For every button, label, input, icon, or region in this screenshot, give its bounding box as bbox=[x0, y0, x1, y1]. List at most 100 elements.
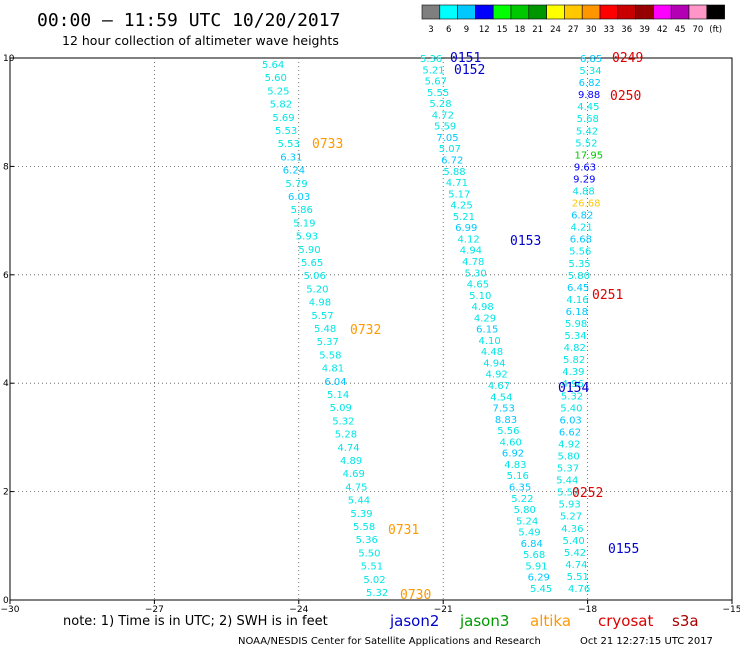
scale-swatch bbox=[635, 4, 654, 20]
wave-height-value: 4.74 bbox=[337, 443, 359, 454]
wave-height-value: 4.74 bbox=[565, 560, 587, 571]
wave-height-value: 5.27 bbox=[560, 512, 582, 523]
wave-height-value: 5.42 bbox=[576, 126, 598, 137]
legend-jason3: jason3 bbox=[459, 612, 509, 630]
scale-swatch bbox=[688, 4, 708, 20]
wave-height-value: 5.68 bbox=[523, 550, 545, 561]
wave-height-value: 6.15 bbox=[476, 325, 498, 336]
wave-height-value: 4.67 bbox=[488, 381, 510, 392]
wave-height-value: 5.14 bbox=[327, 390, 349, 401]
wave-height-value: 4.88 bbox=[573, 187, 595, 198]
wave-height-value: 4.81 bbox=[322, 364, 344, 375]
wave-height-value: 6.35 bbox=[509, 483, 531, 494]
wave-height-value: 4.78 bbox=[462, 257, 484, 268]
wave-height-value: 6.03 bbox=[288, 192, 310, 203]
wave-height-value: 5.21 bbox=[422, 65, 444, 76]
wave-height-value: 5.93 bbox=[558, 500, 580, 511]
scale-label: 70 bbox=[692, 25, 703, 35]
scale-label: 18 bbox=[514, 25, 525, 35]
pass-time-label: 0251 bbox=[592, 288, 623, 303]
wave-height-value: 5.07 bbox=[439, 144, 461, 155]
wave-height-value: 5.58 bbox=[353, 522, 375, 533]
scale-label: 21 bbox=[532, 25, 543, 35]
wave-height-value: 5.22 bbox=[511, 494, 533, 505]
legend-cryosat: cryosat bbox=[598, 612, 653, 630]
wave-height-value: 4.94 bbox=[483, 358, 505, 369]
scale-label: (ft) bbox=[709, 25, 722, 35]
x-tick-label: −27 bbox=[145, 605, 164, 615]
wave-height-value: 6.72 bbox=[441, 155, 463, 166]
wave-height-value: 5.35 bbox=[568, 259, 590, 270]
wave-height-value: 5.16 bbox=[507, 471, 529, 482]
footer-timestamp: Oct 21 12:27:15 UTC 2017 bbox=[580, 636, 713, 647]
scale-label: 24 bbox=[550, 25, 561, 35]
wave-height-value: 5.34 bbox=[579, 66, 601, 77]
wave-height-value: 5.50 bbox=[358, 548, 380, 559]
scale-label: 45 bbox=[675, 25, 686, 35]
wave-height-value: 4.36 bbox=[561, 524, 583, 535]
wave-height-value: 5.40 bbox=[563, 536, 585, 547]
wave-height-value: 5.57 bbox=[557, 488, 579, 499]
wave-height-value: 5.25 bbox=[267, 86, 289, 97]
wave-height-value: 6.45 bbox=[567, 283, 589, 294]
wave-height-value: 7.53 bbox=[493, 404, 515, 415]
wave-height-value: 5.34 bbox=[564, 331, 586, 342]
wave-height-value: 5.69 bbox=[272, 113, 294, 124]
pass-time-label: 0154 bbox=[558, 381, 589, 396]
wave-height-value: 6.84 bbox=[521, 539, 543, 550]
legend-altika: altika bbox=[530, 612, 571, 630]
wave-height-value: 5.59 bbox=[434, 122, 456, 133]
plot-area: −30 −27 −24 −21 −18 −15 0 2 4 6 8 10 5.64 5.60 5.25 5.8… bbox=[1, 51, 740, 615]
pass-time-label: 0730 bbox=[400, 588, 431, 603]
track-altika: 5.64 5.60 5.25 5.82 5.69 5.53 5.53 6.31 6.24 5.79… bbox=[262, 60, 388, 599]
scale-label: 39 bbox=[639, 25, 650, 35]
scale-label: 42 bbox=[657, 25, 668, 35]
scale-swatch bbox=[528, 4, 547, 20]
wave-height-value: 6.82 bbox=[579, 78, 601, 89]
wave-height-value: 5.42 bbox=[564, 548, 586, 559]
y-tick-label: 0 bbox=[3, 596, 9, 606]
scale-swatch bbox=[492, 4, 512, 20]
wave-height-value: 5.56 bbox=[497, 426, 519, 437]
scale-swatch bbox=[475, 4, 494, 20]
color-scale: 3 6 9 12 15 18 21 24 27 30 33 36 39 42 45 70 (ft) bbox=[421, 4, 725, 35]
pass-time-label: 0252 bbox=[572, 486, 603, 501]
wave-height-value: 5.64 bbox=[262, 60, 284, 71]
wave-height-value: 5.79 bbox=[285, 179, 307, 190]
scale-swatch bbox=[653, 4, 672, 20]
wave-height-value: 4.89 bbox=[340, 456, 362, 467]
wave-height-value: 6.82 bbox=[571, 211, 593, 222]
wave-height-value: 5.19 bbox=[293, 218, 315, 229]
legend: jason2 jason3 altika cryosat s3a bbox=[389, 612, 699, 630]
track-jason2: 5.365.215.675.555.284.725.597.055.076.72… bbox=[420, 54, 552, 595]
scale-swatch bbox=[617, 4, 636, 20]
x-tick-label: −30 bbox=[1, 605, 20, 615]
wave-height-value: 4.45 bbox=[577, 102, 599, 113]
wave-height-value: 9.29 bbox=[573, 174, 595, 185]
wave-height-value: 4.76 bbox=[568, 584, 590, 595]
scale-swatch bbox=[546, 4, 565, 20]
wave-height-value: 6.85 bbox=[580, 54, 602, 65]
track-cryosat: 6.855.346.829.884.455.685.425.5217.959.6… bbox=[556, 54, 603, 595]
wave-height-value: 4.72 bbox=[432, 110, 454, 121]
wave-height-value: 4.29 bbox=[474, 313, 496, 324]
scale-swatch bbox=[564, 4, 583, 20]
wave-height-value: 9.88 bbox=[578, 90, 600, 101]
wave-height-value: 5.51 bbox=[361, 562, 383, 573]
scale-label: 6 bbox=[446, 25, 451, 35]
wave-height-value: 5.44 bbox=[556, 476, 578, 487]
wave-height-value: 4.48 bbox=[481, 347, 503, 358]
wave-height-value: 4.60 bbox=[500, 437, 522, 448]
pass-time-label: 0249 bbox=[612, 51, 643, 66]
wave-height-value: 4.10 bbox=[479, 336, 501, 347]
wave-height-value: 6.31 bbox=[280, 152, 302, 163]
wave-height-value: 5.98 bbox=[565, 319, 587, 330]
scale-label: 27 bbox=[568, 25, 579, 35]
wave-height-value: 4.82 bbox=[564, 343, 586, 354]
wave-height-value: 6.62 bbox=[559, 427, 581, 438]
footer-credit: NOAA/NESDIS Center for Satellite Applica… bbox=[238, 636, 541, 647]
wave-height-value: 5.88 bbox=[443, 167, 465, 178]
wave-height-value: 5.06 bbox=[304, 271, 326, 282]
wave-height-value: 4.83 bbox=[504, 460, 526, 471]
wave-height-value: 5.48 bbox=[314, 324, 336, 335]
